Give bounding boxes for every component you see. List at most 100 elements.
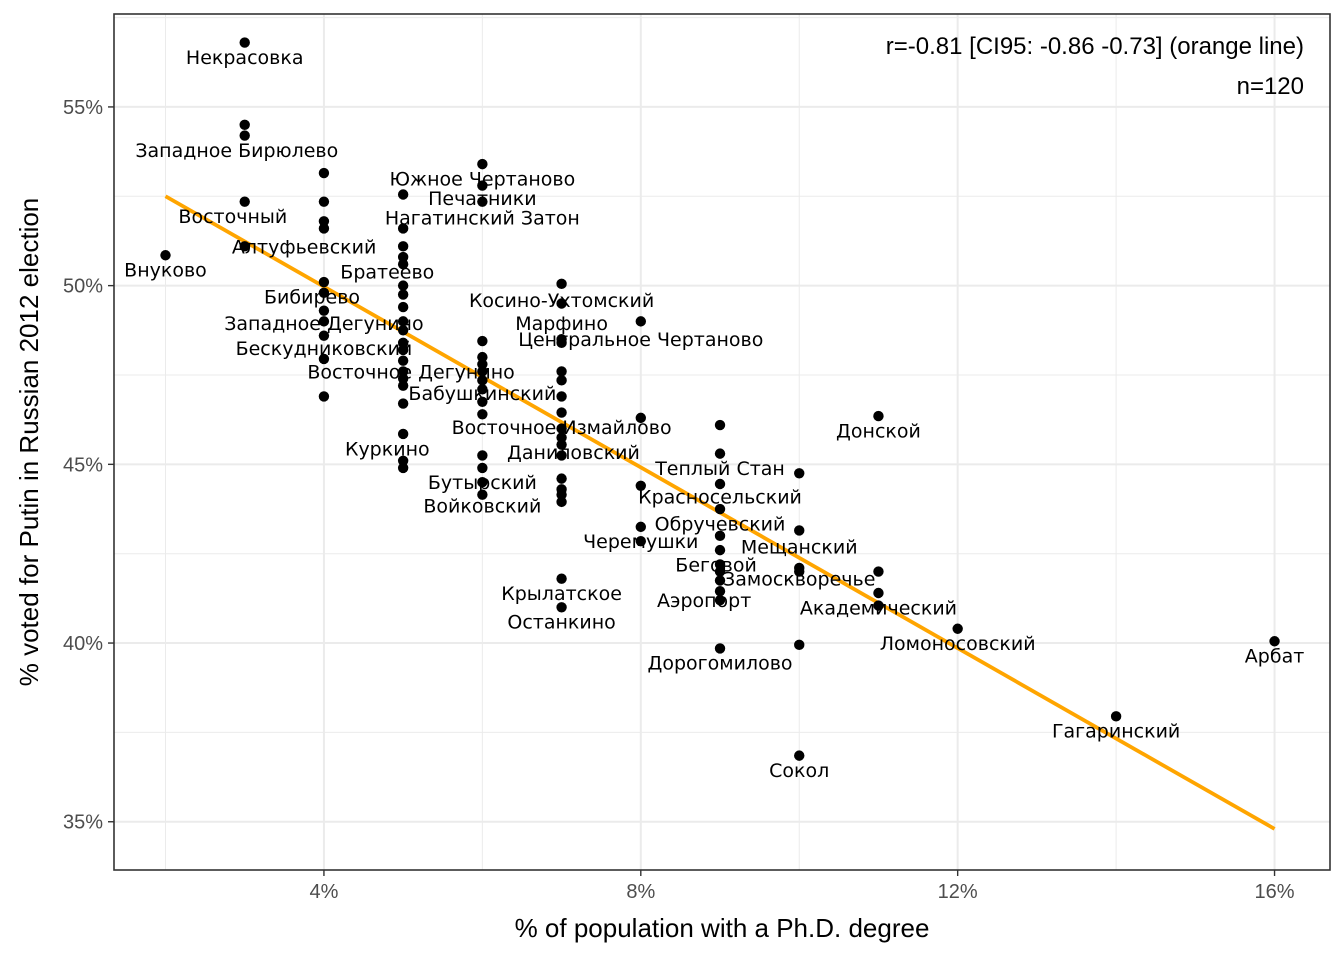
data-point xyxy=(397,316,409,327)
data-point xyxy=(318,276,330,288)
data-point xyxy=(318,330,330,341)
point-label: Некрасовка xyxy=(186,47,304,69)
data-point xyxy=(635,535,647,547)
data-points xyxy=(160,37,1280,761)
data-point xyxy=(873,566,884,577)
data-point xyxy=(477,359,488,370)
point-label: Аэропорт xyxy=(657,590,751,612)
data-point xyxy=(239,119,250,130)
data-point xyxy=(397,455,409,466)
data-point xyxy=(794,525,805,536)
y-tick-label: 50% xyxy=(63,276,103,298)
grid xyxy=(114,14,1330,870)
data-point xyxy=(397,251,409,263)
data-point xyxy=(477,366,488,377)
data-point xyxy=(477,158,488,170)
data-point xyxy=(794,468,805,479)
data-point xyxy=(397,337,409,349)
data-point xyxy=(556,391,567,402)
point-label: Беговой xyxy=(675,554,757,576)
data-point xyxy=(714,566,726,577)
point-label: Восточный xyxy=(178,206,287,228)
point-label: Братеево xyxy=(340,261,434,283)
y-tick-label: 55% xyxy=(63,97,103,119)
data-point xyxy=(714,478,726,490)
data-point xyxy=(556,473,567,484)
data-point xyxy=(318,305,330,316)
data-point xyxy=(477,477,488,488)
data-point xyxy=(714,530,726,542)
point-label: Останкино xyxy=(507,612,615,634)
y-tick-label: 35% xyxy=(63,812,103,834)
data-point xyxy=(239,37,250,48)
point-label: Крылатское xyxy=(501,583,622,605)
data-point xyxy=(794,566,805,577)
data-point xyxy=(714,448,726,459)
point-label: Внуково xyxy=(124,260,207,282)
data-point xyxy=(397,462,409,474)
point-label: Бибирево xyxy=(264,286,360,308)
data-point xyxy=(556,337,567,349)
data-point xyxy=(794,639,805,651)
annotation-n: n=120 xyxy=(1237,73,1304,100)
point-label: Арбат xyxy=(1245,646,1305,668)
y-tick-label: 40% xyxy=(63,633,103,655)
point-label: Центральное Чертаново xyxy=(518,329,763,351)
data-point xyxy=(556,602,567,613)
data-point xyxy=(318,287,330,298)
data-point xyxy=(397,373,409,384)
point-label: Сокол xyxy=(769,760,829,782)
data-point xyxy=(714,559,726,570)
data-point xyxy=(556,432,567,443)
data-point xyxy=(556,366,567,377)
data-point xyxy=(397,325,409,336)
data-point xyxy=(477,409,488,420)
x-tick-label: 16% xyxy=(1255,881,1295,903)
data-point xyxy=(397,428,409,440)
data-point xyxy=(714,419,726,431)
data-point xyxy=(397,280,409,291)
data-point xyxy=(556,423,567,434)
x-tick-label: 4% xyxy=(309,881,338,903)
data-point xyxy=(1269,636,1280,647)
data-point xyxy=(714,575,726,586)
data-point xyxy=(714,544,726,556)
data-point xyxy=(397,223,409,234)
data-point xyxy=(1110,711,1122,722)
data-point xyxy=(397,380,409,391)
point-label: Гагаринский xyxy=(1052,721,1180,743)
point-label: Бабушкинский xyxy=(408,383,556,405)
data-point xyxy=(556,298,567,309)
point-label: Печатники xyxy=(428,188,537,210)
data-point xyxy=(239,241,250,252)
point-label: Восточное Дегунино xyxy=(307,361,514,383)
data-point xyxy=(318,216,330,227)
data-point xyxy=(635,412,647,424)
point-label: Бескудниковский xyxy=(236,338,413,360)
data-point xyxy=(556,407,567,418)
x-tick-label: 12% xyxy=(938,881,978,903)
data-point xyxy=(318,353,330,365)
data-point xyxy=(714,503,726,515)
data-point xyxy=(477,375,488,386)
point-label: Мещанский xyxy=(741,537,858,559)
data-point xyxy=(873,587,884,599)
point-label: Южное Чертаново xyxy=(389,168,575,190)
data-point xyxy=(397,241,409,252)
x-tick-label: 8% xyxy=(626,881,655,903)
y-axis-title: % voted for Putin in Russian 2012 electi… xyxy=(14,198,44,687)
data-point xyxy=(556,439,567,450)
data-point xyxy=(556,278,567,290)
data-point xyxy=(239,130,250,141)
y-tick-label: 45% xyxy=(63,454,103,476)
data-point xyxy=(397,189,409,200)
point-label: Черемушки xyxy=(583,531,698,553)
point-label: Куркино xyxy=(345,438,430,460)
data-point xyxy=(952,623,963,634)
data-point xyxy=(477,196,488,207)
point-label: Замоскворечье xyxy=(723,569,875,591)
data-point xyxy=(794,750,805,761)
point-label: Ломоносовский xyxy=(880,633,1036,655)
point-label: Дорогомилово xyxy=(647,653,792,675)
